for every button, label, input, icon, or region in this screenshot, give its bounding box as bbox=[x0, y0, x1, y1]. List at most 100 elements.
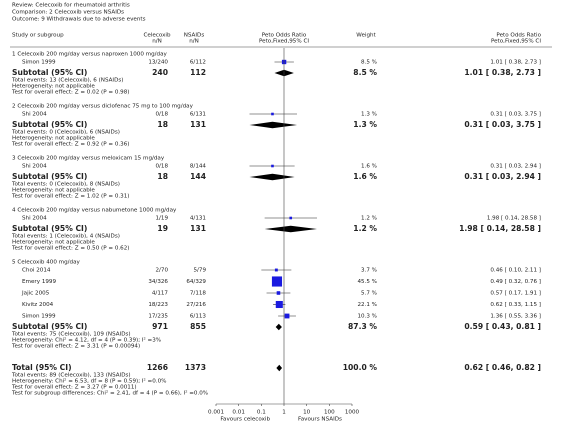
column-header: Weight bbox=[356, 33, 376, 39]
summary-diamond bbox=[249, 173, 295, 181]
column-header: Peto Odds Ratio bbox=[262, 33, 307, 39]
note: Test for overall effect: Z = 1.02 (P = 0… bbox=[11, 194, 129, 200]
study-name: Shi 2004 bbox=[22, 112, 47, 118]
study-ci: 0.62 [ 0.33, 1.15 ] bbox=[490, 302, 541, 308]
x-tick-label: 0.001 bbox=[208, 410, 224, 416]
study-exp: 0/18 bbox=[155, 164, 168, 170]
summary-label: Subtotal (95% CI) bbox=[12, 120, 87, 129]
study-name: Simon 1999 bbox=[22, 60, 56, 66]
column-header: Study or subgroup bbox=[12, 33, 64, 39]
study-name: Jajic 2005 bbox=[21, 291, 50, 297]
study-ctrl: 64/329 bbox=[186, 279, 206, 285]
note: Test for overall effect: Z = 3.27 (P = 0… bbox=[11, 385, 137, 391]
ctrl-total: 144 bbox=[190, 172, 206, 181]
weight: 1.6 % bbox=[353, 172, 377, 181]
exp-total: 971 bbox=[152, 322, 168, 331]
group-title: 4 Celecoxib 200 mg/day versus nabumetone… bbox=[12, 208, 177, 214]
note: Test for overall effect: Z = 0.50 (P = 0… bbox=[11, 246, 129, 252]
study-square bbox=[271, 164, 274, 168]
column-header: n/N bbox=[152, 39, 162, 45]
study-ci: 0.57 [ 0.17, 1.91 ] bbox=[490, 291, 541, 297]
ctrl-total: 1373 bbox=[185, 363, 206, 372]
review: Review: Celecoxib for rheumatoid arthrit… bbox=[12, 3, 130, 9]
weight: 8.5 % bbox=[353, 68, 377, 77]
column-header: n/N bbox=[189, 39, 199, 45]
summary-diamond bbox=[275, 323, 282, 331]
study-weight: 45.5 % bbox=[357, 279, 377, 285]
study-square bbox=[271, 112, 274, 116]
ctrl-total: 131 bbox=[190, 120, 206, 129]
study-square bbox=[274, 268, 278, 272]
comparison: Comparison: 2 Celecoxib versus NSAIDs bbox=[12, 10, 124, 16]
study-weight: 1.2 % bbox=[361, 216, 377, 222]
ctrl-total: 131 bbox=[190, 224, 206, 233]
ci-label: 1.01 [ 0.38, 2.73 ] bbox=[464, 68, 541, 77]
ci-label: 1.98 [ 0.14, 28.58 ] bbox=[459, 224, 541, 233]
exp-total: 19 bbox=[157, 224, 168, 233]
note: Total events: 1 (Celecoxib), 4 (NSAIDs) bbox=[11, 234, 120, 240]
study-ci: 0.46 [ 0.10, 2.11 ] bbox=[490, 268, 541, 274]
group-title: 5 Celecoxib 400 mg/day bbox=[12, 260, 81, 266]
weight: 1.3 % bbox=[353, 120, 377, 129]
study-weight: 1.3 % bbox=[361, 112, 377, 118]
study-name: Shi 2004 bbox=[22, 164, 47, 170]
note: Total events: 0 (Celecoxib), 6 (NSAIDs) bbox=[11, 130, 120, 136]
ci-label: 0.59 [ 0.43, 0.81 ] bbox=[464, 322, 541, 331]
note: Total events: 75 (Celecoxib), 109 (NSAID… bbox=[11, 332, 131, 338]
x-tick-label: 1000 bbox=[345, 410, 360, 416]
summary-label: Subtotal (95% CI) bbox=[12, 224, 87, 233]
ctrl-total: 112 bbox=[190, 68, 206, 77]
note: Total events: 0 (Celecoxib), 8 (NSAIDs) bbox=[11, 182, 120, 188]
favours-right: Favours NSAIDs bbox=[298, 417, 342, 423]
study-weight: 1.6 % bbox=[361, 164, 377, 170]
ci-label: 0.31 [ 0.03, 3.75 ] bbox=[464, 120, 541, 129]
study-square bbox=[276, 291, 281, 295]
weight: 100.0 % bbox=[343, 363, 378, 372]
note: Heterogeneity: not applicable bbox=[12, 188, 95, 194]
exp-total: 18 bbox=[157, 172, 168, 181]
study-ctrl: 5/79 bbox=[193, 268, 206, 274]
x-tick-label: 0.01 bbox=[232, 410, 245, 416]
study-ci: 1.98 [ 0.14, 28.58 ] bbox=[487, 216, 541, 222]
note: Heterogeneity: not applicable bbox=[12, 136, 95, 142]
summary-diamond bbox=[264, 225, 318, 233]
exp-total: 18 bbox=[157, 120, 168, 129]
x-tick-label: 100 bbox=[324, 410, 335, 416]
favours-left: Favours celecoxib bbox=[220, 417, 270, 423]
summary-label: Subtotal (95% CI) bbox=[12, 68, 87, 77]
note: Total events: 13 (Celecoxib), 6 (NSAIDs) bbox=[11, 78, 124, 84]
study-ctrl: 4/131 bbox=[190, 216, 207, 222]
note: Total events: 89 (Celecoxib), 133 (NSAID… bbox=[11, 373, 131, 379]
column-header: NSAIDs bbox=[184, 33, 205, 39]
study-exp: 0/18 bbox=[155, 112, 168, 118]
summary-label: Subtotal (95% CI) bbox=[12, 322, 87, 331]
study-weight: 22.1 % bbox=[357, 302, 377, 308]
column-header: Celecoxib bbox=[143, 33, 171, 39]
group-title: 3 Celecoxib 200 mg/day versus meloxicam … bbox=[12, 156, 165, 162]
study-ci: 0.31 [ 0.03, 3.75 ] bbox=[490, 112, 541, 118]
column-header: Peto,Fixed,95% CI bbox=[491, 39, 541, 45]
summary-label: Total (95% CI) bbox=[12, 363, 72, 372]
ci-label: 0.62 [ 0.46, 0.82 ] bbox=[464, 363, 541, 372]
study-exp: 2/70 bbox=[155, 268, 168, 274]
study-name: Kivitz 2004 bbox=[22, 302, 54, 308]
study-square bbox=[289, 216, 293, 220]
ci-label: 0.31 [ 0.03, 2.94 ] bbox=[464, 172, 541, 181]
note: Heterogeneity: not applicable bbox=[12, 84, 95, 90]
study-name: Shi 2004 bbox=[22, 216, 47, 222]
note: Heterogeneity: not applicable bbox=[12, 240, 95, 246]
study-exp: 13/240 bbox=[148, 60, 168, 66]
x-tick-label: 0.1 bbox=[257, 410, 266, 416]
study-ci: 1.36 [ 0.55, 3.36 ] bbox=[490, 314, 541, 320]
study-weight: 10.3 % bbox=[357, 314, 377, 320]
x-tick-label: 10 bbox=[303, 410, 311, 416]
study-name: Choi 2014 bbox=[22, 268, 51, 274]
ctrl-total: 855 bbox=[190, 322, 206, 331]
study-exp: 17/235 bbox=[148, 314, 168, 320]
outcome: Outcome: 9 Withdrawals due to adverse ev… bbox=[12, 17, 146, 23]
group-title: 1 Celecoxib 200 mg/day versus naproxen 1… bbox=[12, 52, 168, 58]
summary-diamond bbox=[249, 121, 298, 129]
study-ctrl: 6/131 bbox=[190, 112, 207, 118]
study-exp: 34/326 bbox=[148, 279, 168, 285]
study-ci: 1.01 [ 0.38, 2.73 ] bbox=[490, 60, 541, 66]
